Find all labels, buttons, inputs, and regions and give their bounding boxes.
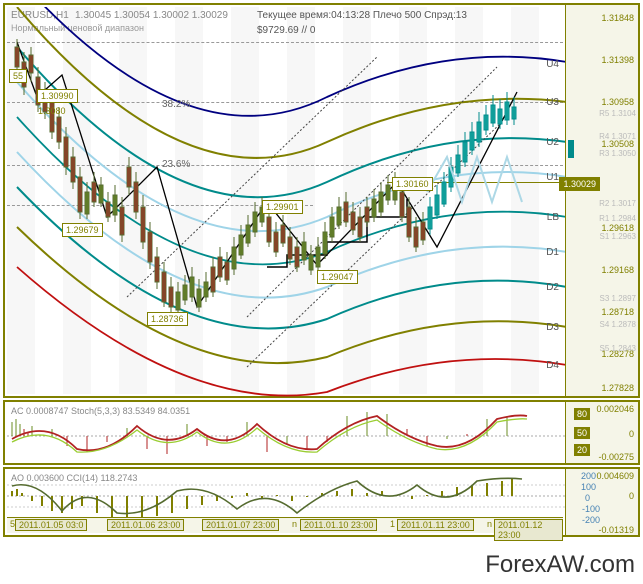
- y-tick: 1.28718: [601, 307, 634, 317]
- sr-label: R2 1.3017: [599, 199, 636, 208]
- y-tick: 0: [629, 491, 634, 501]
- x-tick: 2011.01.05 03:0: [15, 519, 87, 531]
- stoch-tick: 80: [574, 408, 590, 420]
- ind2-y-axis: 0.004609 200 100 0 0 -100 -200 -0.01319: [565, 469, 638, 535]
- sr-label: S1 1.2963: [600, 232, 636, 241]
- price-label: 1.3080: [35, 105, 69, 117]
- x-tick: 2011.01.07 23:00: [202, 519, 279, 531]
- x-tick: 2011.01.06 23:00: [107, 519, 184, 531]
- current-price: 1.30029: [559, 177, 600, 191]
- y-tick: 1.31848: [601, 13, 634, 23]
- y-tick: 1.29168: [601, 265, 634, 275]
- price-label: 1.29679: [62, 223, 103, 237]
- price-label: 1.29047: [317, 270, 358, 284]
- stoch-tick: 50: [574, 427, 590, 439]
- y-tick: 1.27828: [601, 383, 634, 393]
- sr-label: S4 1.2878: [600, 320, 636, 329]
- ind1-title: AC 0.0008747 Stoch(5,3,3) 83.5349 84.035…: [11, 406, 190, 416]
- sr-label: R3 1.3050: [599, 149, 636, 158]
- price-label: 1.30990: [37, 89, 78, 103]
- cci-tick: -200: [582, 515, 600, 525]
- x-tick: 2011.01.12 23:00: [494, 519, 563, 541]
- x-axis: 5 2011.01.05 03:0 2011.01.06 23:00 2011.…: [7, 517, 563, 533]
- sr-label: R4 1.3071: [599, 132, 636, 141]
- env-label: U1: [546, 172, 559, 183]
- price-label: 1.29901: [262, 200, 303, 214]
- env-label: D3: [546, 322, 559, 333]
- price-tick-icon: [568, 140, 574, 158]
- x-tick: 2011.01.11 23:00: [397, 519, 474, 531]
- y-tick: 0.002046: [596, 404, 634, 414]
- env-label: LB: [547, 212, 559, 223]
- x-tick: n: [289, 519, 300, 529]
- cci-tick: 100: [581, 482, 596, 492]
- env-label: U4: [546, 59, 559, 70]
- y-tick: 1.31398: [601, 55, 634, 65]
- env-label: U3: [546, 97, 559, 108]
- price-label: 1.30160: [392, 177, 433, 191]
- env-label: U2: [546, 137, 559, 148]
- sr-label: S3 1.2897: [600, 294, 636, 303]
- env-label: D2: [546, 282, 559, 293]
- price-label: 55: [9, 69, 27, 83]
- cci-tick: -100: [582, 504, 600, 514]
- ind1-plot: AC 0.0008747 Stoch(5,3,3) 83.5349 84.035…: [7, 404, 563, 461]
- ind2-plot: AO 0.003600 CCI(14) 118.2743: [7, 471, 563, 533]
- fib-label: 23.6%: [162, 159, 190, 170]
- y-tick: 1.30958: [601, 97, 634, 107]
- indicator-1[interactable]: AC 0.0008747 Stoch(5,3,3) 83.5349 84.035…: [3, 400, 640, 465]
- indicator-2[interactable]: AO 0.003600 CCI(14) 118.2743: [3, 467, 640, 537]
- main-y-axis: 1.31848 1.31398 1.30958 1.30508 1.30029 …: [565, 5, 638, 396]
- y-tick: 0: [629, 429, 634, 439]
- x-tick: 2011.01.10 23:00: [300, 519, 377, 531]
- env-label: D1: [546, 247, 559, 258]
- ind1-y-axis: 0.002046 80 0 50 20 -0.00275: [565, 402, 638, 463]
- ind2-title: AO 0.003600 CCI(14) 118.2743: [11, 473, 137, 483]
- main-chart[interactable]: EURUSD,H1 1.30045 1.30054 1.30002 1.3002…: [3, 3, 640, 398]
- cci-tick: 0: [585, 493, 590, 503]
- y-tick: 0.004609: [596, 471, 634, 481]
- y-tick: -0.00275: [598, 452, 634, 462]
- fib-label: 38.2%: [162, 99, 190, 110]
- y-tick: -0.01319: [598, 525, 634, 535]
- sr-label: R5 1.3104: [599, 109, 636, 118]
- sr-label: S5 1.2843: [600, 344, 636, 353]
- price-label: 1.28736: [147, 312, 188, 326]
- watermark: ForexAW.com: [485, 551, 635, 579]
- sr-label: R1 1.2984: [599, 214, 636, 223]
- env-label: D4: [546, 360, 559, 371]
- stoch-tick: 20: [574, 444, 590, 456]
- main-plot[interactable]: EURUSD,H1 1.30045 1.30054 1.30002 1.3002…: [7, 7, 563, 394]
- cci-tick: 200: [581, 471, 596, 481]
